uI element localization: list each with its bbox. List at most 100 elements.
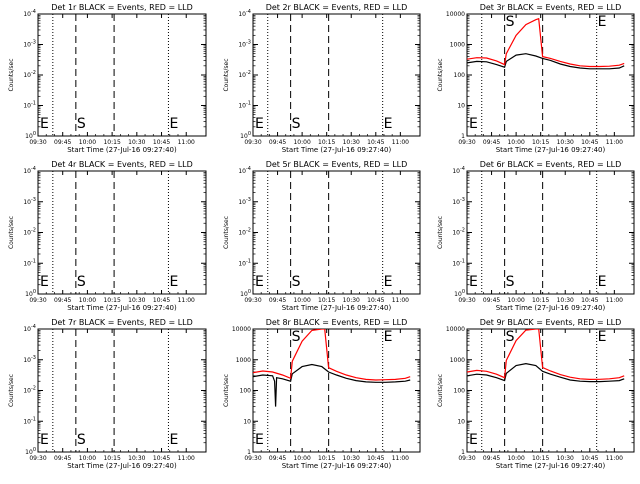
y-tick-label: 10-3 [23, 355, 36, 364]
y-tick-label: 10-3 [452, 197, 465, 206]
y-tick-label: 10-2 [23, 386, 36, 395]
x-tick-label: 10:45 [153, 297, 170, 304]
y-tick-label: 1 [461, 133, 465, 140]
y-tick-label: 10000 [232, 326, 251, 333]
y-tick-label: 10 [243, 418, 251, 425]
plot-frame [466, 328, 635, 453]
y-tick-label: 10-4 [238, 9, 251, 18]
start-mark: S [292, 116, 301, 132]
x-tick-label: 10:15 [103, 455, 120, 462]
x-tick-label: 09:45 [54, 455, 71, 462]
x-tick-label: 09:45 [483, 455, 500, 462]
y-tick-label: 1000 [450, 42, 465, 49]
start-mark: S [292, 329, 301, 345]
y-tick-label: 10-2 [23, 70, 36, 79]
x-axis-label: Start Time (27-Jul-16 09:27:40) [282, 304, 392, 312]
panel-det-3: Det 3r BLACK = Events, RED = LLD 1 10 100 10… [437, 3, 635, 154]
end-mark: E [469, 432, 478, 448]
x-tick-label: 09:30 [29, 297, 46, 304]
y-tick-label: 100 [25, 289, 36, 298]
panel-title: Det 5r BLACK = Events, RED = LLD [266, 160, 408, 169]
y-tick-label: 10-1 [23, 258, 36, 267]
y-tick-label: 10-1 [452, 258, 465, 267]
x-tick-label: 10:00 [507, 139, 524, 146]
x-tick-label: 11:00 [606, 139, 623, 146]
x-tick-label: 09:30 [29, 139, 46, 146]
start-mark: S [77, 274, 86, 290]
series-line-events [467, 362, 625, 383]
y-tick-label: 1000 [236, 357, 251, 364]
y-tick-label: 100 [240, 289, 251, 298]
x-tick-label: 10:00 [79, 139, 96, 146]
x-tick-label: 10:15 [103, 139, 120, 146]
plot-frame [252, 13, 421, 137]
y-axis-label: Counts/sec [223, 58, 230, 91]
x-tick-label: 10:15 [532, 139, 549, 146]
y-tick-label: 100 [25, 131, 36, 140]
panel-title: Det 3r BLACK = Events, RED = LLD [480, 3, 622, 12]
x-tick-label: 09:30 [29, 455, 46, 462]
plot-frame [252, 328, 421, 453]
x-tick-label: 09:45 [483, 297, 500, 304]
y-tick-label: 10-1 [23, 101, 36, 110]
end-mark: E [384, 329, 393, 345]
x-tick-label: 09:30 [458, 455, 475, 462]
panel-title: Det 9r BLACK = Events, RED = LLD [480, 318, 622, 327]
panel-det-5: Det 5r BLACK = Events, RED = LLD 100 10-1 1… [223, 160, 421, 312]
x-tick-label: 10:45 [581, 297, 598, 304]
y-tick-label: 1 [461, 449, 465, 456]
end-mark: E [598, 274, 607, 290]
x-tick-label: 10:15 [532, 297, 549, 304]
x-tick-label: 10:30 [343, 455, 360, 462]
start-mark: S [506, 274, 515, 290]
panel-title: Det 8r BLACK = Events, RED = LLD [266, 318, 408, 327]
end-mark: E [384, 274, 393, 290]
y-tick-label: 100 [240, 131, 251, 140]
y-tick-label: 1000 [450, 357, 465, 364]
start-mark: S [77, 116, 86, 132]
x-tick-label: 09:45 [269, 297, 286, 304]
x-tick-label: 10:30 [343, 139, 360, 146]
end-mark: E [169, 116, 178, 132]
end-mark: E [169, 432, 178, 448]
x-tick-label: 11:00 [178, 297, 195, 304]
x-tick-label: 09:45 [483, 139, 500, 146]
y-tick-label: 10-4 [238, 166, 251, 175]
x-tick-label: 10:00 [79, 297, 96, 304]
y-tick-label: 10-4 [23, 166, 36, 175]
x-tick-label: 11:00 [392, 297, 409, 304]
x-tick-label: 10:45 [367, 455, 384, 462]
x-tick-label: 09:45 [269, 139, 286, 146]
plot-frame [37, 13, 207, 137]
y-tick-label: 10-4 [23, 324, 36, 333]
x-tick-label: 10:15 [532, 455, 549, 462]
panel-det-9: Det 9r BLACK = Events, RED = LLD 1 10 100 10… [437, 318, 635, 470]
panel-title: Det 6r BLACK = Events, RED = LLD [480, 160, 622, 169]
y-tick-label: 10-3 [23, 40, 36, 49]
plot-frame [37, 328, 207, 453]
end-mark: E [598, 14, 607, 30]
y-tick-label: 10-1 [238, 258, 251, 267]
x-tick-label: 10:30 [128, 455, 145, 462]
plot-frame [37, 170, 207, 295]
panel-det-2: Det 2r BLACK = Events, RED = LLD 100 10-1 1… [223, 3, 421, 154]
x-tick-label: 10:00 [79, 455, 96, 462]
x-tick-label: 10:45 [153, 139, 170, 146]
x-tick-label: 09:30 [458, 139, 475, 146]
x-tick-label: 10:30 [557, 297, 574, 304]
x-tick-label: 09:45 [54, 139, 71, 146]
x-tick-label: 10:30 [128, 297, 145, 304]
x-tick-label: 09:30 [244, 455, 261, 462]
x-tick-label: 09:30 [244, 297, 261, 304]
end-mark: E [169, 274, 178, 290]
y-tick-label: 1 [247, 449, 251, 456]
end-mark: E [40, 432, 49, 448]
start-mark: S [292, 274, 301, 290]
y-axis-label: Counts/sec [8, 216, 15, 249]
x-tick-label: 11:00 [178, 139, 195, 146]
x-tick-label: 09:45 [269, 455, 286, 462]
end-mark: E [469, 116, 478, 132]
end-mark: E [598, 329, 607, 345]
x-tick-label: 10:45 [367, 139, 384, 146]
